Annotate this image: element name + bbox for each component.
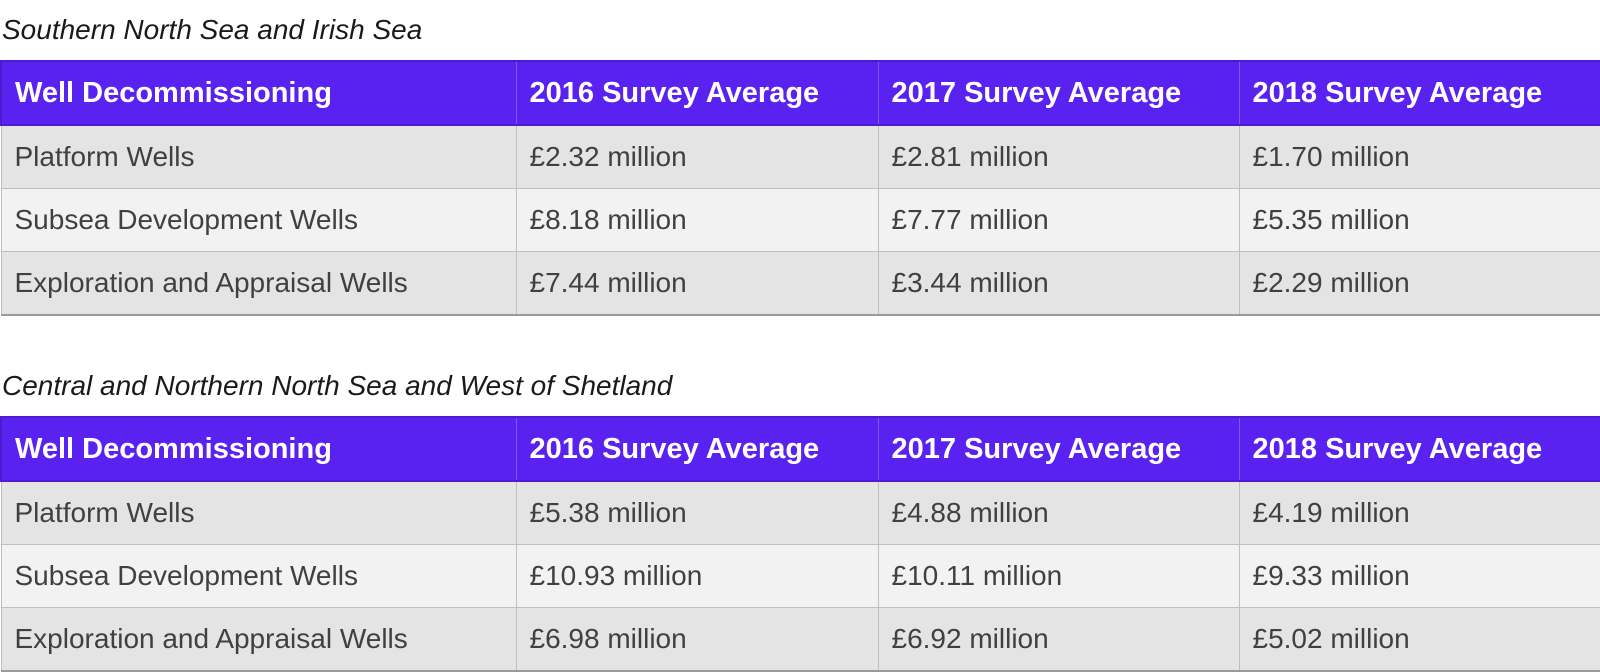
cost-table: Well Decommissioning 2016 Survey Average… xyxy=(0,416,1600,672)
header-cell-category: Well Decommissioning xyxy=(0,416,517,482)
value-cell: £6.92 million xyxy=(877,607,1240,672)
section-title: Southern North Sea and Irish Sea xyxy=(2,14,423,45)
value-cell: £6.98 million xyxy=(515,607,879,672)
header-cell-2018: 2018 Survey Average xyxy=(1238,416,1600,482)
value-cell: £4.19 million xyxy=(1238,480,1600,545)
cost-table: Well Decommissioning 2016 Survey Average… xyxy=(0,60,1600,316)
value-cell: £10.11 million xyxy=(877,544,1240,608)
value-cell: £5.35 million xyxy=(1238,188,1600,252)
row-label: Subsea Development Wells xyxy=(0,544,517,608)
value-cell: £4.88 million xyxy=(877,480,1240,545)
value-cell: £5.02 million xyxy=(1238,607,1600,672)
header-cell-2017: 2017 Survey Average xyxy=(877,60,1240,126)
table-row: Exploration and Appraisal Wells £6.98 mi… xyxy=(0,607,1600,672)
header-cell-2018: 2018 Survey Average xyxy=(1238,60,1600,126)
value-cell: £7.44 million xyxy=(515,251,879,316)
row-label: Subsea Development Wells xyxy=(0,188,517,252)
row-label: Platform Wells xyxy=(0,480,517,545)
row-label: Exploration and Appraisal Wells xyxy=(0,607,517,672)
table-row: Platform Wells £5.38 million £4.88 milli… xyxy=(0,480,1600,545)
row-label: Exploration and Appraisal Wells xyxy=(0,251,517,316)
value-cell: £1.70 million xyxy=(1238,124,1600,189)
section-title: Central and Northern North Sea and West … xyxy=(2,370,673,401)
value-cell: £2.29 million xyxy=(1238,251,1600,316)
header-cell-category: Well Decommissioning xyxy=(0,60,517,126)
header-row: Well Decommissioning 2016 Survey Average… xyxy=(0,60,1600,126)
value-cell: £10.93 million xyxy=(515,544,879,608)
value-cell: £2.32 million xyxy=(515,124,879,189)
section-central-northern-north-sea: Central and Northern North Sea and West … xyxy=(0,356,1600,672)
value-cell: £8.18 million xyxy=(515,188,879,252)
table-row: Platform Wells £2.32 million £2.81 milli… xyxy=(0,124,1600,189)
header-cell-2016: 2016 Survey Average xyxy=(515,60,879,126)
value-cell: £5.38 million xyxy=(515,480,879,545)
value-cell: £2.81 million xyxy=(877,124,1240,189)
table-row: Subsea Development Wells £10.93 million … xyxy=(0,544,1600,608)
header-cell-2017: 2017 Survey Average xyxy=(877,416,1240,482)
table-row: Subsea Development Wells £8.18 million £… xyxy=(0,188,1600,252)
header-cell-2016: 2016 Survey Average xyxy=(515,416,879,482)
table-row: Exploration and Appraisal Wells £7.44 mi… xyxy=(0,251,1600,316)
value-cell: £9.33 million xyxy=(1238,544,1600,608)
section-southern-north-sea: Southern North Sea and Irish Sea Well De… xyxy=(0,0,1600,316)
row-label: Platform Wells xyxy=(0,124,517,189)
value-cell: £3.44 million xyxy=(877,251,1240,316)
header-row: Well Decommissioning 2016 Survey Average… xyxy=(0,416,1600,482)
value-cell: £7.77 million xyxy=(877,188,1240,252)
